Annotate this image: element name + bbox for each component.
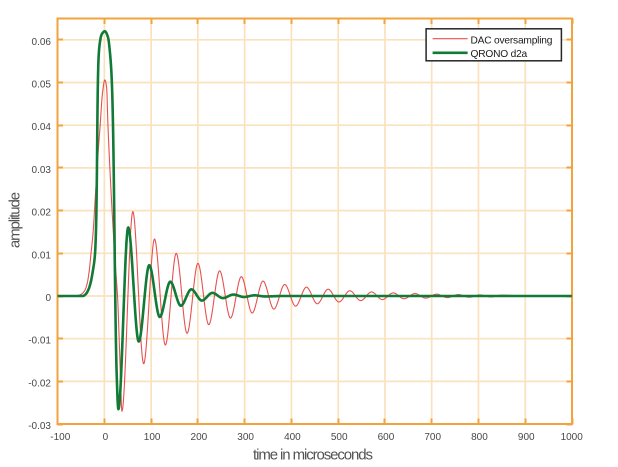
- svg-text:time in microseconds: time in microseconds: [253, 446, 372, 463]
- svg-text:-0.02: -0.02: [28, 378, 51, 389]
- svg-text:200: 200: [191, 432, 208, 443]
- svg-text:0.03: 0.03: [32, 165, 52, 176]
- svg-text:300: 300: [237, 432, 254, 443]
- svg-text:600: 600: [378, 432, 395, 443]
- svg-text:0.01: 0.01: [32, 250, 52, 261]
- svg-text:800: 800: [471, 432, 488, 443]
- svg-text:100: 100: [144, 432, 161, 443]
- svg-text:0.04: 0.04: [32, 122, 52, 133]
- svg-text:500: 500: [331, 432, 348, 443]
- svg-text:0: 0: [103, 432, 109, 443]
- svg-text:QRONO d2a: QRONO d2a: [471, 49, 528, 60]
- svg-text:amplitude: amplitude: [7, 192, 24, 248]
- svg-text:0: 0: [45, 293, 51, 304]
- svg-text:0.05: 0.05: [32, 80, 52, 91]
- svg-text:DAC oversampling: DAC oversampling: [471, 35, 553, 46]
- svg-text:-0.01: -0.01: [28, 336, 51, 347]
- svg-text:0.02: 0.02: [32, 208, 52, 219]
- svg-text:1000: 1000: [561, 432, 584, 443]
- svg-text:0.06: 0.06: [32, 37, 52, 48]
- svg-text:400: 400: [284, 432, 301, 443]
- svg-text:900: 900: [518, 432, 535, 443]
- svg-text:-100: -100: [50, 432, 70, 443]
- svg-text:700: 700: [424, 432, 441, 443]
- svg-text:-0.03: -0.03: [28, 421, 51, 432]
